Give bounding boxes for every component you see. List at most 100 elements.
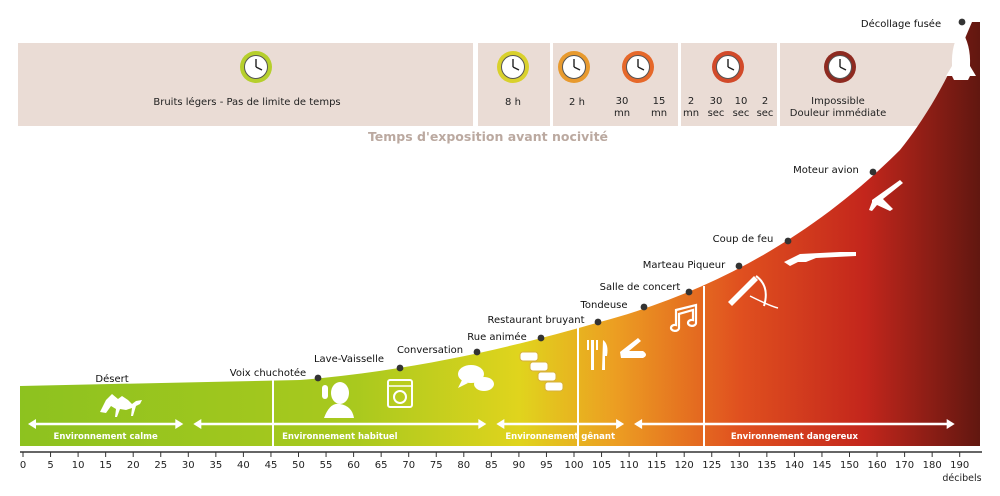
axis-tick-label: 30	[182, 460, 195, 471]
exposure-label: 2	[688, 96, 694, 107]
axis-tick-label: 65	[375, 460, 388, 471]
axis-tick-label: 15	[99, 460, 112, 471]
axis-tick-label: 20	[127, 460, 140, 471]
airplane-icon	[869, 180, 903, 211]
axis-tick-label: 170	[895, 460, 914, 471]
whisper-icon	[322, 382, 354, 418]
axis-tick-label: 105	[592, 460, 611, 471]
axis-tick-label: 40	[237, 460, 250, 471]
source-label: Voix chuchotée	[230, 367, 306, 379]
clocks	[240, 51, 856, 83]
axis-tick-label: 25	[154, 460, 167, 471]
axis-tick-label: 145	[812, 460, 831, 471]
zones: Environnement calme Environnement habitue…	[28, 419, 955, 442]
source-label: Restaurant bruyant	[487, 315, 584, 326]
noise-sources: Désert Voix chuchotée Lave-Vaisselle Conver…	[95, 18, 966, 385]
source-marker	[594, 318, 602, 326]
zone-label: Environnement calme	[54, 432, 158, 442]
source-marker	[314, 374, 322, 382]
source-marker	[869, 168, 877, 176]
exposure-label: mn	[683, 108, 699, 119]
exposure-label: 2	[762, 96, 768, 107]
exposure-labels: Bruits légers - Pas de limite de temps 8 …	[153, 96, 886, 119]
exposure-label: mn	[651, 108, 667, 119]
source-marker	[640, 303, 648, 311]
axis-tick-label: 130	[730, 460, 749, 471]
exposure-label: 8 h	[505, 97, 521, 108]
cutlery-icon	[587, 340, 608, 370]
camel-icon	[100, 394, 142, 417]
exposure-label: Douleur immédiate	[790, 107, 886, 119]
axis-tick-label: 50	[292, 460, 305, 471]
source-marker	[784, 237, 792, 245]
exposure-label: 10	[735, 96, 748, 107]
exposure-label: Bruits légers - Pas de limite de temps	[153, 96, 340, 108]
zone-arrow	[193, 419, 487, 429]
clock-icon	[558, 51, 590, 83]
axis-tick-label: 45	[265, 460, 278, 471]
axis-unit-label: décibels	[942, 473, 981, 484]
axis-tick-label: 125	[702, 460, 721, 471]
source-marker	[396, 364, 404, 372]
axis-tick-label: 115	[647, 460, 666, 471]
zone-arrow	[634, 419, 955, 429]
cars-icon	[519, 351, 564, 392]
axis-tick-label: 85	[485, 460, 498, 471]
source-label: Moteur avion	[793, 165, 859, 176]
source-marker	[473, 348, 481, 356]
axis-tick-label: 80	[457, 460, 470, 471]
axis-tick-label: 60	[347, 460, 360, 471]
source-marker	[685, 288, 693, 296]
icons	[100, 30, 976, 418]
clock-icon	[240, 51, 272, 83]
source-label: Marteau Piqueur	[643, 260, 726, 271]
axis-tick-label: 100	[564, 460, 583, 471]
axis-tick-label: 135	[757, 460, 776, 471]
axis-tick-label: 140	[785, 460, 804, 471]
axis-tick-label: 75	[430, 460, 443, 471]
source-label: Rue animée	[467, 331, 526, 343]
source-marker	[735, 262, 743, 270]
source-marker	[537, 334, 545, 342]
source-marker	[958, 18, 966, 26]
exposure-label: sec	[733, 108, 750, 119]
exposure-caption: Temps d'exposition avant nocivité	[368, 129, 608, 144]
rocket-icon	[946, 30, 976, 80]
exposure-label: 30	[710, 96, 723, 107]
axis-tick-label: 70	[402, 460, 415, 471]
axis-tick-label: 55	[320, 460, 333, 471]
exposure-label: 30	[616, 96, 629, 107]
source-label: Conversation	[397, 345, 463, 356]
clock-icon	[712, 51, 744, 83]
axis-tick-label: 90	[513, 460, 526, 471]
jackhammer-icon	[728, 275, 779, 309]
noise-level-curve	[20, 22, 980, 446]
source-label: Lave-Vaisselle	[314, 354, 384, 365]
axis-tick-label: 0	[20, 460, 26, 471]
axis-tick-label: 150	[840, 460, 859, 471]
axis-tick-label: 190	[950, 460, 969, 471]
axis-tick-label: 160	[868, 460, 887, 471]
source-label: Désert	[95, 373, 128, 385]
source-label: Coup de feu	[713, 234, 774, 245]
exposure-label: sec	[757, 108, 774, 119]
zone-arrow	[496, 419, 625, 429]
rifle-icon	[784, 252, 856, 266]
zone-label: Environnement dangereux	[731, 432, 859, 442]
source-label: Salle de concert	[600, 282, 681, 293]
zone-label: Environnement gênant	[505, 431, 615, 442]
zone-dividers	[272, 286, 705, 448]
zone-arrow	[28, 419, 184, 429]
axis-tick-label: 110	[620, 460, 639, 471]
clock-icon	[622, 51, 654, 83]
zone-label: Environnement habituel	[282, 432, 398, 442]
source-label: Décollage fusée	[861, 18, 941, 30]
exposure-label: sec	[708, 108, 725, 119]
axis-tick-label: 95	[540, 460, 553, 471]
axis-tick-label: 10	[72, 460, 85, 471]
speech-bubbles-icon	[458, 365, 494, 391]
dishwasher-icon	[387, 379, 413, 408]
lawnmower-icon	[620, 338, 646, 358]
axis-tick-label: 180	[923, 460, 942, 471]
clock-icon	[497, 51, 529, 83]
